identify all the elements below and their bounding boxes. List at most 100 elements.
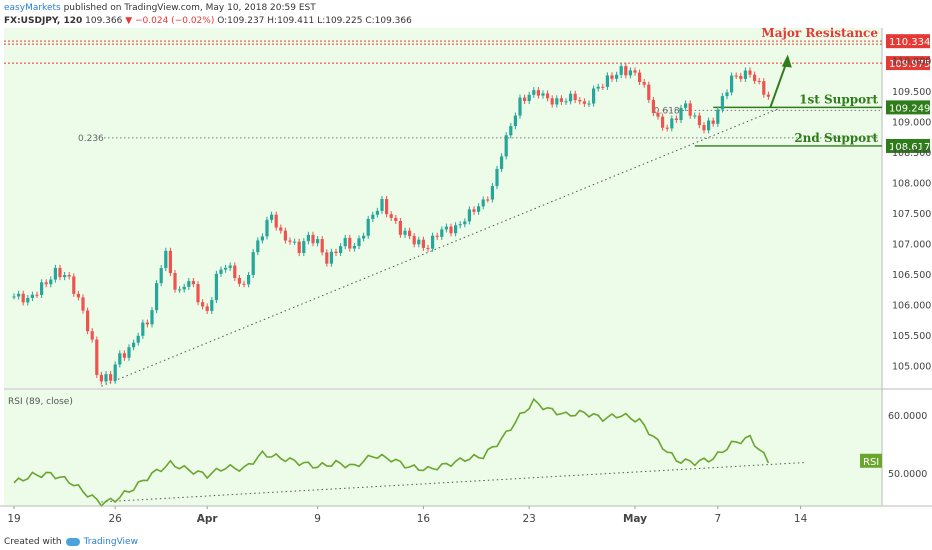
price-change: ▼ −0.024 (−0.02%): [125, 16, 215, 26]
candle-body: [711, 120, 715, 124]
candle-body: [90, 331, 94, 340]
candle-body: [743, 70, 747, 79]
candle-body: [150, 310, 154, 325]
candle-body: [178, 289, 182, 291]
candle-body: [173, 273, 177, 290]
candle-body: [49, 279, 53, 285]
created-with: Created with: [4, 537, 62, 547]
time-tick-label: May: [623, 513, 647, 525]
candle-body: [628, 70, 632, 76]
candle-body: [403, 230, 407, 235]
candle-body: [302, 241, 306, 254]
candle-body: [219, 269, 223, 274]
tradingview-cloud-icon: [65, 538, 80, 546]
candle-body: [449, 226, 453, 234]
candle-body: [647, 84, 651, 100]
candle-body: [242, 283, 246, 285]
candle-body: [661, 116, 665, 128]
candle-body: [67, 275, 71, 277]
chart-header: easyMarkets published on TradingView.com…: [4, 2, 412, 28]
candle-body: [251, 252, 255, 275]
candle-body: [720, 96, 724, 110]
candle-body: [191, 281, 195, 285]
candle-body: [288, 240, 292, 242]
candle-body: [431, 235, 435, 249]
rsi-trendline: [101, 462, 806, 503]
candle-body: [398, 220, 402, 235]
candle-body: [320, 239, 324, 253]
candle-body: [297, 241, 301, 254]
candle-body: [757, 80, 761, 82]
price-tag-text: 110.334: [889, 37, 930, 48]
rsi-title: RSI (89, close): [8, 397, 73, 407]
ohlc-low: L:109.225: [317, 16, 363, 26]
candle-body: [541, 93, 545, 96]
candle-body: [500, 156, 504, 169]
candle-body: [665, 127, 669, 129]
candle-body: [730, 75, 734, 93]
candle-body: [205, 306, 209, 311]
candle-body: [739, 75, 743, 79]
candle-body: [127, 347, 131, 358]
candle-body: [21, 293, 25, 303]
symbol-line: FX:USDJPY, 120 109.366 ▼ −0.024 (−0.02%)…: [4, 15, 412, 28]
candle-body: [605, 75, 609, 87]
candle-body: [325, 252, 329, 264]
candle-body: [426, 247, 430, 249]
candle-body: [210, 300, 214, 311]
candle-body: [348, 237, 352, 249]
publisher-name[interactable]: easyMarkets: [4, 3, 61, 13]
rsi-tick-label: 60.0000: [888, 411, 927, 422]
candle-body: [274, 214, 278, 228]
candle-body: [684, 103, 688, 108]
time-tick-label: 14: [794, 513, 808, 525]
candle-body: [477, 206, 481, 212]
candle-body: [688, 103, 692, 116]
candle-body: [518, 97, 522, 116]
candle-body: [385, 199, 389, 215]
candle-body: [762, 81, 766, 95]
candle-body: [99, 374, 103, 382]
candle-body: [357, 238, 361, 247]
candle-body: [707, 120, 711, 131]
candle-body: [725, 92, 729, 97]
price-tick-label: 108.500: [892, 148, 931, 159]
price-tag-text: 108.617: [889, 142, 930, 153]
candle-body: [509, 126, 513, 136]
candle-body: [86, 310, 90, 332]
candle-body: [30, 294, 34, 298]
candle-body: [624, 66, 628, 76]
candle-body: [490, 186, 494, 200]
candle-body: [412, 236, 416, 245]
symbol-label: FX:USDJPY, 120: [4, 16, 83, 26]
candle-body: [569, 93, 573, 102]
price-trendline: [101, 108, 778, 387]
time-tick-label: 16: [417, 513, 431, 525]
candle-body: [481, 199, 485, 207]
publish-line: easyMarkets published on TradingView.com…: [4, 2, 412, 15]
candle-body: [104, 374, 108, 382]
candle-body: [601, 86, 605, 88]
price-tick-label: 105.500: [892, 331, 931, 342]
rsi-pane: [4, 390, 882, 506]
candle-body: [44, 282, 48, 285]
price-tick-label: 106.000: [892, 301, 931, 312]
candle-body: [587, 103, 591, 105]
candle-body: [670, 118, 674, 129]
price-tick-label: 105.000: [892, 362, 931, 373]
candle-body: [196, 284, 200, 303]
tradingview-brand[interactable]: TradingView: [83, 537, 138, 547]
candle-body: [311, 234, 315, 244]
candle-body: [329, 251, 333, 264]
rsi-line: [13, 397, 770, 508]
candle-body: [237, 278, 241, 284]
candle-body: [228, 265, 232, 268]
candle-body: [352, 246, 356, 249]
price-tag-box: [886, 34, 930, 49]
fib-label: 0.618: [654, 106, 680, 116]
candle-body: [380, 199, 384, 211]
price-tag-box: [886, 100, 930, 115]
candle-body: [283, 230, 287, 241]
candle-body: [638, 72, 642, 83]
